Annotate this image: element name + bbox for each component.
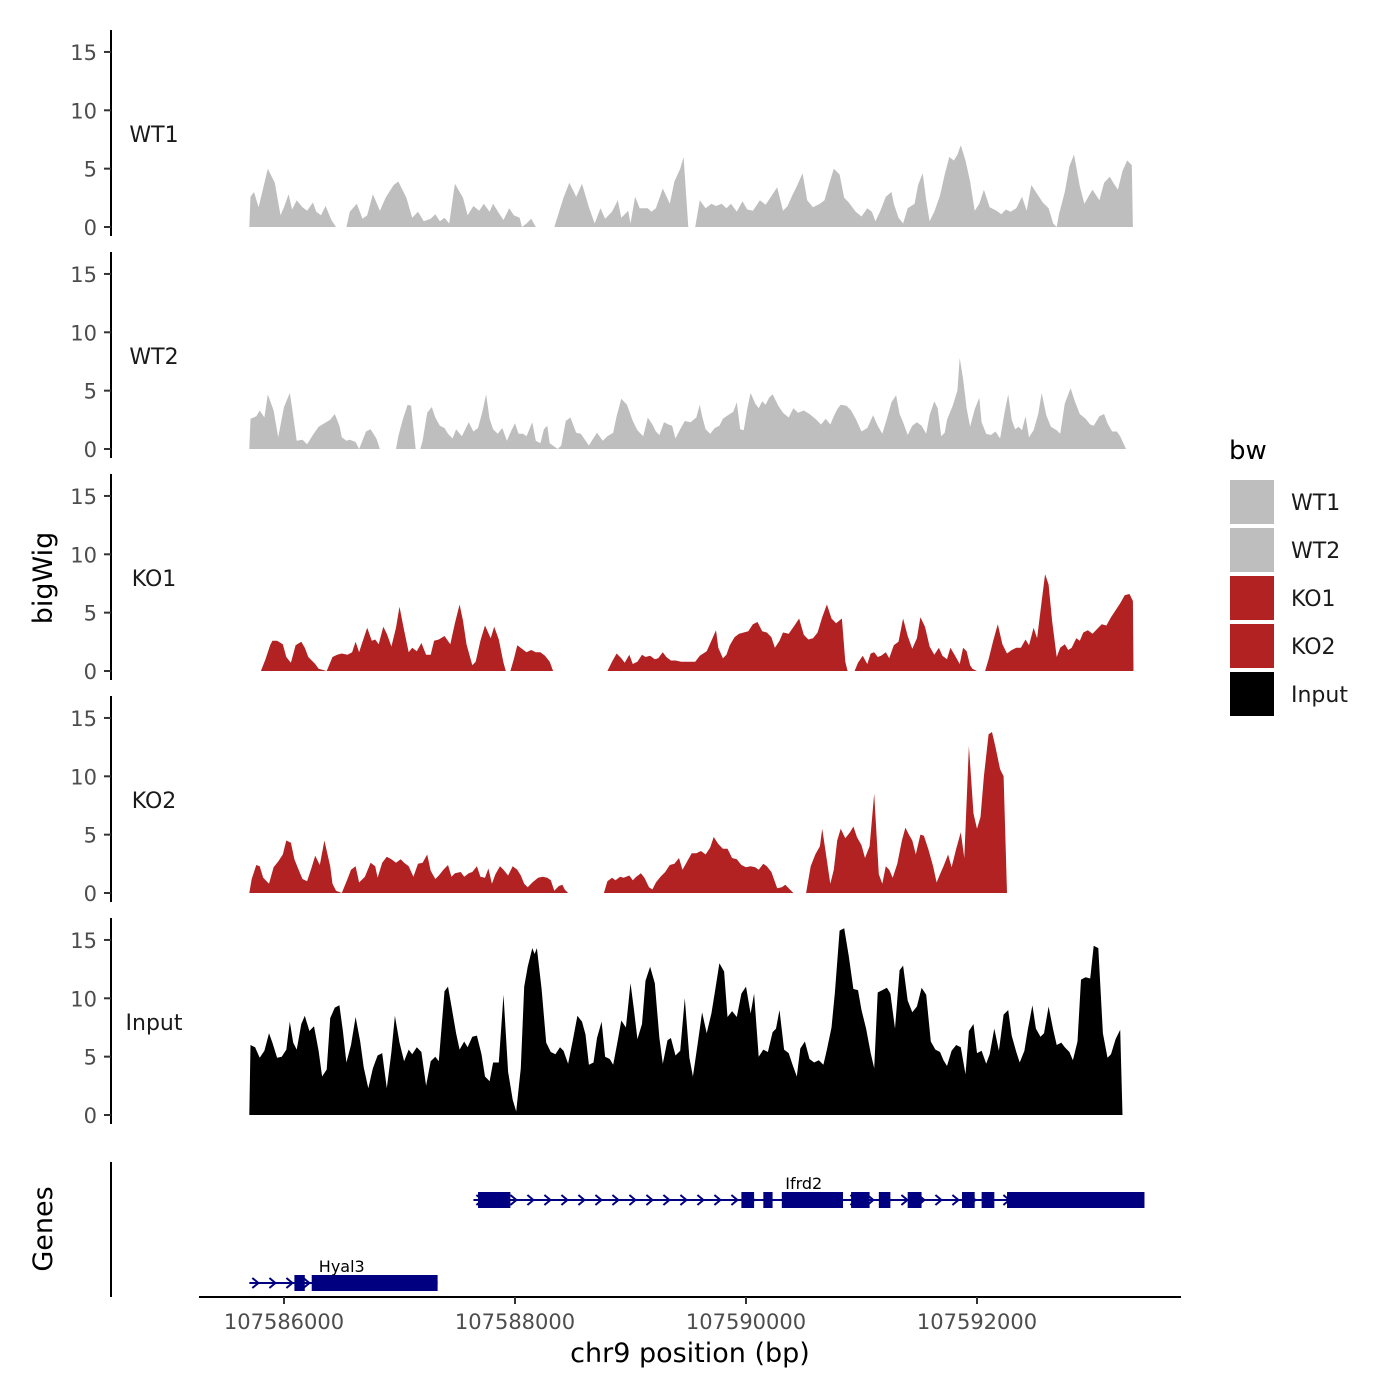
gene-hyal3-strand-arrow — [268, 1277, 277, 1289]
area-wt2 — [249, 358, 1127, 449]
gene-ifrd2-strand-arrow — [679, 1194, 688, 1206]
gene-ifrd2-strand-arrow — [951, 1194, 960, 1206]
gene-ifrd2-strand-arrow — [900, 1194, 909, 1206]
legend-label-wt2: WT2 — [1291, 539, 1340, 564]
legend-label-ko2: KO2 — [1291, 635, 1336, 660]
legend-key-ko2 — [1230, 624, 1274, 668]
y-tick-label-ko2-10: 10 — [70, 765, 97, 789]
y-tick-label-ko1-0: 0 — [84, 660, 97, 684]
y-tick-label-input-0: 0 — [84, 1104, 97, 1128]
y-tick-label-wt1-0: 0 — [84, 216, 97, 240]
gene-ifrd2-label: Ifrd2 — [785, 1174, 822, 1193]
gene-ifrd2-strand-arrow — [645, 1194, 654, 1206]
x-axis-title: chr9 position (bp) — [570, 1338, 810, 1369]
gene-ifrd2-exon-7 — [907, 1192, 922, 1208]
gene-ifrd2-exon-6 — [878, 1192, 891, 1208]
gene-ifrd2-strand-arrow — [543, 1194, 552, 1206]
gene-ifrd2-strand-arrow — [577, 1194, 586, 1206]
gene-ifrd2-exon-8 — [961, 1192, 975, 1208]
legend-label-wt1: WT1 — [1291, 491, 1340, 516]
y-tick-label-ko2-15: 15 — [70, 707, 97, 731]
tracks-group: 0 5 10 15 WT1 0 5 10 15 WT2 0 5 10 15 KO1 0 5 10 15 KO2 0 5 10… — [70, 30, 1134, 1128]
gene-hyal3-exon-1 — [294, 1275, 305, 1291]
legend-key-input — [1230, 672, 1274, 716]
y-tick-label-input-5: 5 — [84, 1046, 97, 1070]
gene-ifrd2-strand-arrow — [628, 1194, 637, 1206]
y-tick-label-wt2-15: 15 — [70, 263, 97, 287]
track-input: 0 5 10 15 Input — [70, 918, 1123, 1128]
y-tick-label-wt1-15: 15 — [70, 41, 97, 65]
y-tick-label-ko1-15: 15 — [70, 485, 97, 509]
gene-ifrd2-exon-9 — [981, 1192, 995, 1208]
gene-ifrd2-strand-arrow — [509, 1194, 518, 1206]
y-tick-label-wt2-0: 0 — [84, 438, 97, 462]
panel-label-input: Input — [126, 1011, 183, 1036]
gene-ifrd2-exon-10 — [1007, 1192, 1145, 1208]
gene-ifrd2: Ifrd2 — [473, 1174, 1145, 1208]
area-ko2 — [249, 732, 1008, 893]
gene-ifrd2-strand-arrow — [611, 1194, 620, 1206]
track-wt1: 0 5 10 15 WT1 — [70, 30, 1133, 240]
x-tick-label-107590000: 107590000 — [686, 1310, 806, 1334]
x-axis: chr9 position (bp) 107586000 107588000 107… — [199, 1296, 1181, 1369]
y-tick-label-wt2-5: 5 — [84, 380, 97, 404]
y-tick-label-wt2-10: 10 — [70, 321, 97, 345]
gene-ifrd2-exon-1 — [478, 1192, 511, 1208]
gene-ifrd2-exon-2 — [741, 1192, 755, 1208]
area-input — [249, 928, 1123, 1115]
y-tick-label-input-15: 15 — [70, 929, 97, 953]
gene-hyal3-exon-2 — [311, 1275, 438, 1291]
gene-ifrd2-strand-arrow — [696, 1194, 705, 1206]
area-wt1 — [249, 145, 1133, 227]
gene-ifrd2-strand-arrow — [662, 1194, 671, 1206]
gene-ifrd2-exon-4 — [781, 1192, 844, 1208]
y-tick-label-ko2-0: 0 — [84, 882, 97, 906]
legend-key-wt1 — [1230, 480, 1274, 524]
y-tick-label-input-10: 10 — [70, 987, 97, 1011]
genes-track: Genes Ifrd2 Hyal3 — [28, 1162, 1145, 1297]
gene-hyal3-label: Hyal3 — [319, 1257, 365, 1276]
gene-ifrd2-exon-3 — [763, 1192, 773, 1208]
gene-hyal3-strand-arrow — [285, 1277, 294, 1289]
gene-hyal3-strand-arrow — [251, 1277, 260, 1289]
x-tick-label-107588000: 107588000 — [455, 1310, 575, 1334]
panel-label-wt1: WT1 — [129, 123, 178, 148]
y-tick-label-wt1-5: 5 — [84, 158, 97, 182]
area-ko1 — [260, 574, 1134, 671]
y-tick-label-ko2-5: 5 — [84, 824, 97, 848]
track-ko2: 0 5 10 15 KO2 — [70, 696, 1008, 906]
legend-key-ko1 — [1230, 576, 1274, 620]
legend-label-input: Input — [1291, 683, 1348, 708]
panel-label-ko2: KO2 — [132, 789, 177, 814]
legend-key-wt2 — [1230, 528, 1274, 572]
track-wt2: 0 5 10 15 WT2 — [70, 252, 1127, 462]
gene-ifrd2-strand-arrow — [526, 1194, 535, 1206]
gene-ifrd2-strand-arrow — [730, 1194, 739, 1206]
gene-hyal3-strand-arrow — [302, 1277, 311, 1289]
genes-axis-title: Genes — [28, 1186, 59, 1271]
y-axis-title: bigWig — [28, 532, 59, 625]
track-ko1: 0 5 10 15 KO1 — [70, 474, 1134, 684]
x-tick-label-107592000: 107592000 — [917, 1310, 1037, 1334]
y-tick-label-ko1-10: 10 — [70, 543, 97, 567]
panel-label-wt2: WT2 — [129, 345, 178, 370]
legend-title: bw — [1229, 436, 1267, 466]
legend: bw WT1 WT2 KO1 KO2 Input — [1229, 436, 1348, 716]
gene-hyal3: Hyal3 — [249, 1257, 438, 1291]
x-tick-label-107586000: 107586000 — [224, 1310, 344, 1334]
y-axis-title-group: bigWig — [28, 532, 59, 625]
y-tick-label-ko1-5: 5 — [84, 602, 97, 626]
gene-ifrd2-strand-arrow — [560, 1194, 569, 1206]
panel-label-ko1: KO1 — [132, 567, 177, 592]
gene-ifrd2-strand-arrow — [934, 1194, 943, 1206]
gene-ifrd2-strand-arrow — [594, 1194, 603, 1206]
y-tick-label-wt1-10: 10 — [70, 99, 97, 123]
gene-ifrd2-exon-5 — [851, 1192, 870, 1208]
legend-label-ko1: KO1 — [1291, 587, 1336, 612]
gene-ifrd2-strand-arrow — [713, 1194, 722, 1206]
